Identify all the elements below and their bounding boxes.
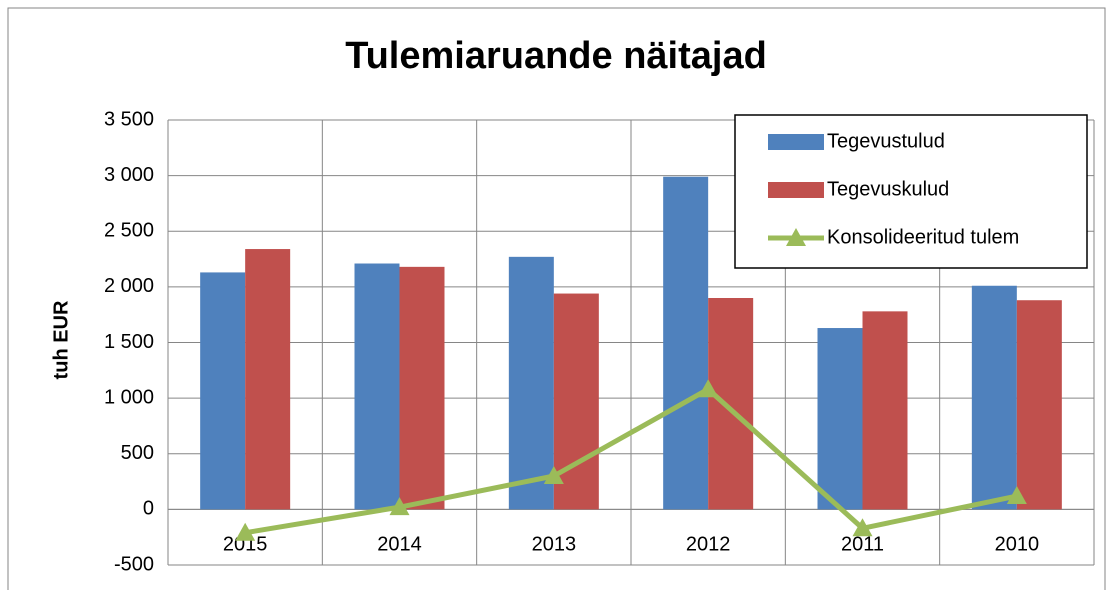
y-tick-label: 3 500 [104,108,154,130]
chart-title: Tulemiaruande näitajad [345,35,767,77]
y-tick-label: 3 000 [104,164,154,186]
y-tick-label: 2 000 [104,275,154,297]
line-marker [235,522,256,541]
line-marker [698,379,719,398]
legend-swatch [768,134,824,150]
y-tick-label: 2 500 [104,220,154,242]
y-tick-label: -500 [114,553,154,575]
y-tick-label: 500 [121,442,154,464]
x-tick-label: 2013 [532,534,577,556]
line-marker [389,497,410,516]
y-tick-label: 0 [143,498,154,520]
legend-label: Tegevuskulud [827,178,949,200]
x-tick-label: 2012 [686,534,731,556]
line-marker [1006,486,1027,505]
legend-label: Tegevustulud [827,130,945,152]
bar [708,298,754,510]
bar [354,263,400,510]
bar [200,272,246,510]
bar [553,293,599,510]
line-marker [543,466,564,484]
y-tick-label: 1 000 [104,386,154,408]
bar [245,249,291,510]
x-tick-label: 2011 [841,534,884,556]
bar [399,266,445,510]
legend-swatch [768,182,824,198]
line [244,386,1018,536]
y-axis-label: tuh EUR [50,300,72,379]
x-tick-label: 2014 [377,534,422,556]
x-tick-label: 2010 [995,534,1040,556]
bar [1016,300,1062,510]
x-tick-label: 2015 [223,534,268,556]
y-tick-label: 1 500 [104,331,154,353]
bar [663,176,709,510]
bar [862,311,908,510]
bar [971,285,1017,510]
bar [817,328,863,510]
bar [508,256,554,510]
line-marker [852,518,873,537]
legend-label: Konsolideeritud tulem [827,226,1019,248]
legend-marker [786,228,806,246]
